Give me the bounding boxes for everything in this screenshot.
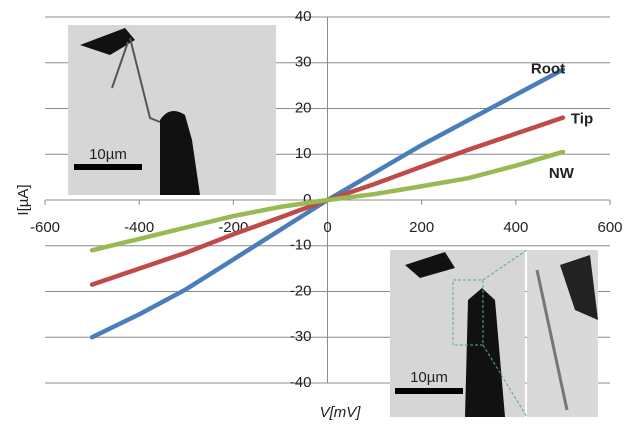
x-axis-label: V[mV] [320, 404, 362, 421]
y-tick-label: 20 [295, 99, 312, 116]
legend-label: Tip [571, 111, 593, 128]
scale-label: 10µm [410, 369, 448, 386]
inset-image: 10µm [68, 25, 276, 195]
scale-bar [74, 164, 142, 170]
x-tick-label: 0 [323, 219, 331, 236]
y-tick-label: -20 [290, 282, 312, 299]
y-tick-label: 40 [295, 8, 312, 25]
chart: V[mV] I[µA] -40 -30 -20 -10 0 10 20 30 40 -600 -40… [0, 0, 634, 430]
y-tick-label: 30 [295, 54, 312, 71]
x-tick-label: -400 [124, 219, 154, 236]
x-tick-label: 200 [409, 219, 434, 236]
x-tick-label: -600 [30, 219, 60, 236]
y-tick-label: 10 [295, 145, 312, 162]
y-tick-label: -30 [290, 328, 312, 345]
x-tick-label: 400 [503, 219, 528, 236]
legend-label: NW [549, 165, 575, 182]
inset-image: 10µm [390, 250, 598, 417]
y-tick-label: -40 [290, 374, 312, 391]
legend-label: Root [531, 61, 565, 78]
y-tick-label: -10 [290, 237, 312, 254]
y-axis-label: I[µA] [15, 184, 32, 215]
x-tick-label: 600 [597, 219, 622, 236]
scale-bar [395, 388, 463, 394]
scale-label: 10µm [89, 146, 127, 163]
